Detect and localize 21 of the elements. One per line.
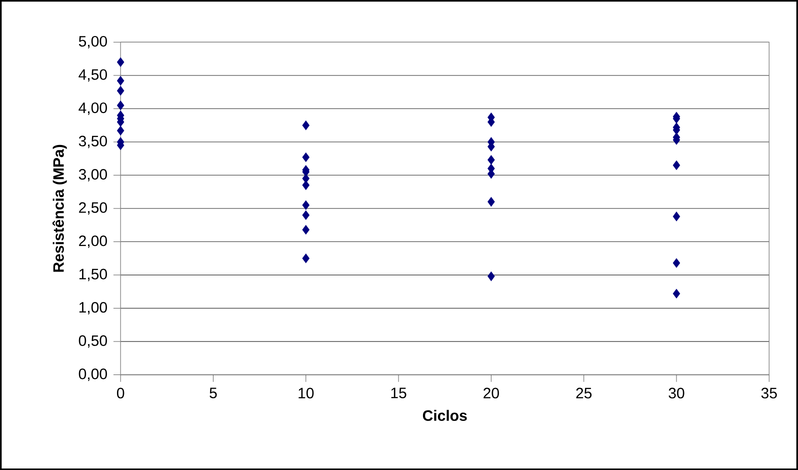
x-tick-label: 0 <box>116 388 124 398</box>
x-tick-label: 25 <box>576 388 592 398</box>
y-tick-label: 3,50 <box>78 136 107 148</box>
y-tick-label: 2,00 <box>79 235 107 248</box>
x-tick-label: 10 <box>298 388 314 398</box>
y-tick-label: 5,00 <box>78 36 107 48</box>
y-tick-label: 1,00 <box>79 302 107 314</box>
x-tick-label: 5 <box>210 388 217 398</box>
x-tick-label: 15 <box>391 388 406 398</box>
y-tick-label: 2,50 <box>79 202 107 215</box>
y-tick-label: 1,50 <box>79 268 107 282</box>
y-tick-label: 4,00 <box>78 102 107 115</box>
y-axis-title: Resistência (MPa) <box>52 144 67 272</box>
y-tick-label: 3,00 <box>78 168 107 182</box>
x-tick-label: 30 <box>668 388 684 398</box>
y-tick-label: 0,50 <box>78 335 107 348</box>
y-tick-label: 4,50 <box>78 69 107 82</box>
x-tick-label: 35 <box>761 388 777 398</box>
x-tick-label: 20 <box>484 388 499 398</box>
y-tick-label: 0,00 <box>78 368 107 381</box>
x-axis-title: Ciclos <box>422 410 467 421</box>
